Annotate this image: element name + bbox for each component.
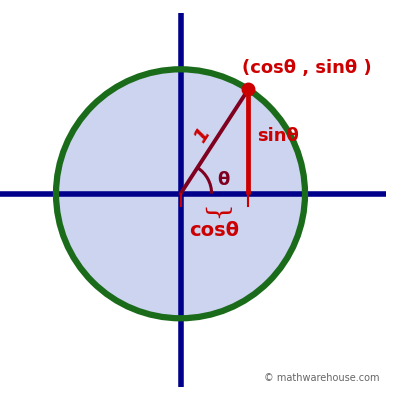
Polygon shape — [56, 69, 305, 318]
Text: cosθ: cosθ — [190, 220, 240, 240]
Text: (cosθ , sinθ ): (cosθ , sinθ ) — [242, 59, 372, 77]
Text: © mathwarehouse.com: © mathwarehouse.com — [264, 373, 380, 383]
Text: sinθ: sinθ — [257, 127, 299, 145]
Text: }: } — [201, 206, 228, 223]
Text: θ: θ — [217, 171, 229, 189]
Text: 1: 1 — [190, 124, 214, 146]
